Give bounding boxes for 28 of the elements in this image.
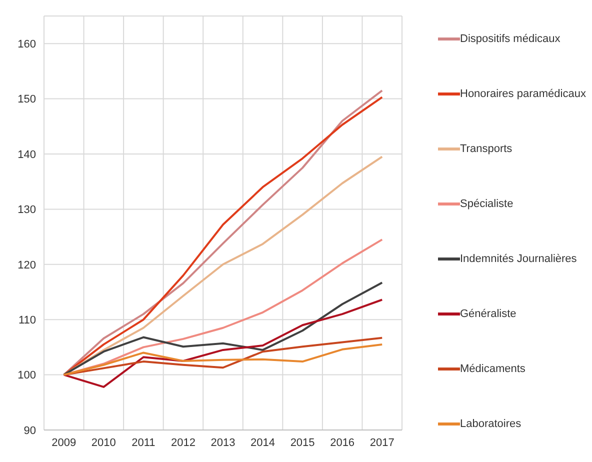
x-tick-label: 2012 bbox=[170, 436, 196, 449]
legend-label: Spécialiste bbox=[460, 198, 514, 210]
legend-label: Indemnités Journalières bbox=[460, 253, 577, 265]
line-series bbox=[62, 282, 384, 376]
y-tick-label: 120 bbox=[18, 259, 36, 272]
x-tick-label: 2013 bbox=[210, 436, 236, 449]
legend-label: Généraliste bbox=[460, 308, 516, 320]
legend-label: Transports bbox=[460, 143, 512, 155]
y-tick-label: 160 bbox=[18, 38, 36, 51]
line-series bbox=[62, 343, 384, 376]
y-tick-label: 110 bbox=[18, 314, 36, 327]
x-tick-label: 2011 bbox=[132, 436, 156, 449]
line-series bbox=[62, 298, 384, 388]
y-tick-label: 130 bbox=[18, 204, 36, 216]
x-tick-label: 2014 bbox=[250, 436, 276, 449]
legend-label: Honoraires paramédicaux bbox=[460, 88, 586, 100]
x-tick-label: 2009 bbox=[52, 436, 76, 449]
y-tick-label: 140 bbox=[18, 148, 36, 161]
x-tick-label: 2017 bbox=[370, 436, 394, 449]
x-tick-label: 2010 bbox=[91, 436, 116, 449]
y-tick-label: 100 bbox=[18, 370, 36, 382]
y-tick-label: 150 bbox=[18, 94, 36, 106]
x-tick-label: 2015 bbox=[290, 436, 315, 449]
legend-label: Laboratoires bbox=[460, 418, 522, 430]
y-tick-label: 90 bbox=[24, 424, 36, 437]
legend-label: Médicaments bbox=[460, 363, 526, 375]
x-tick-label: 2016 bbox=[330, 436, 355, 449]
legend-label: Dispositifs médicaux bbox=[460, 33, 560, 45]
